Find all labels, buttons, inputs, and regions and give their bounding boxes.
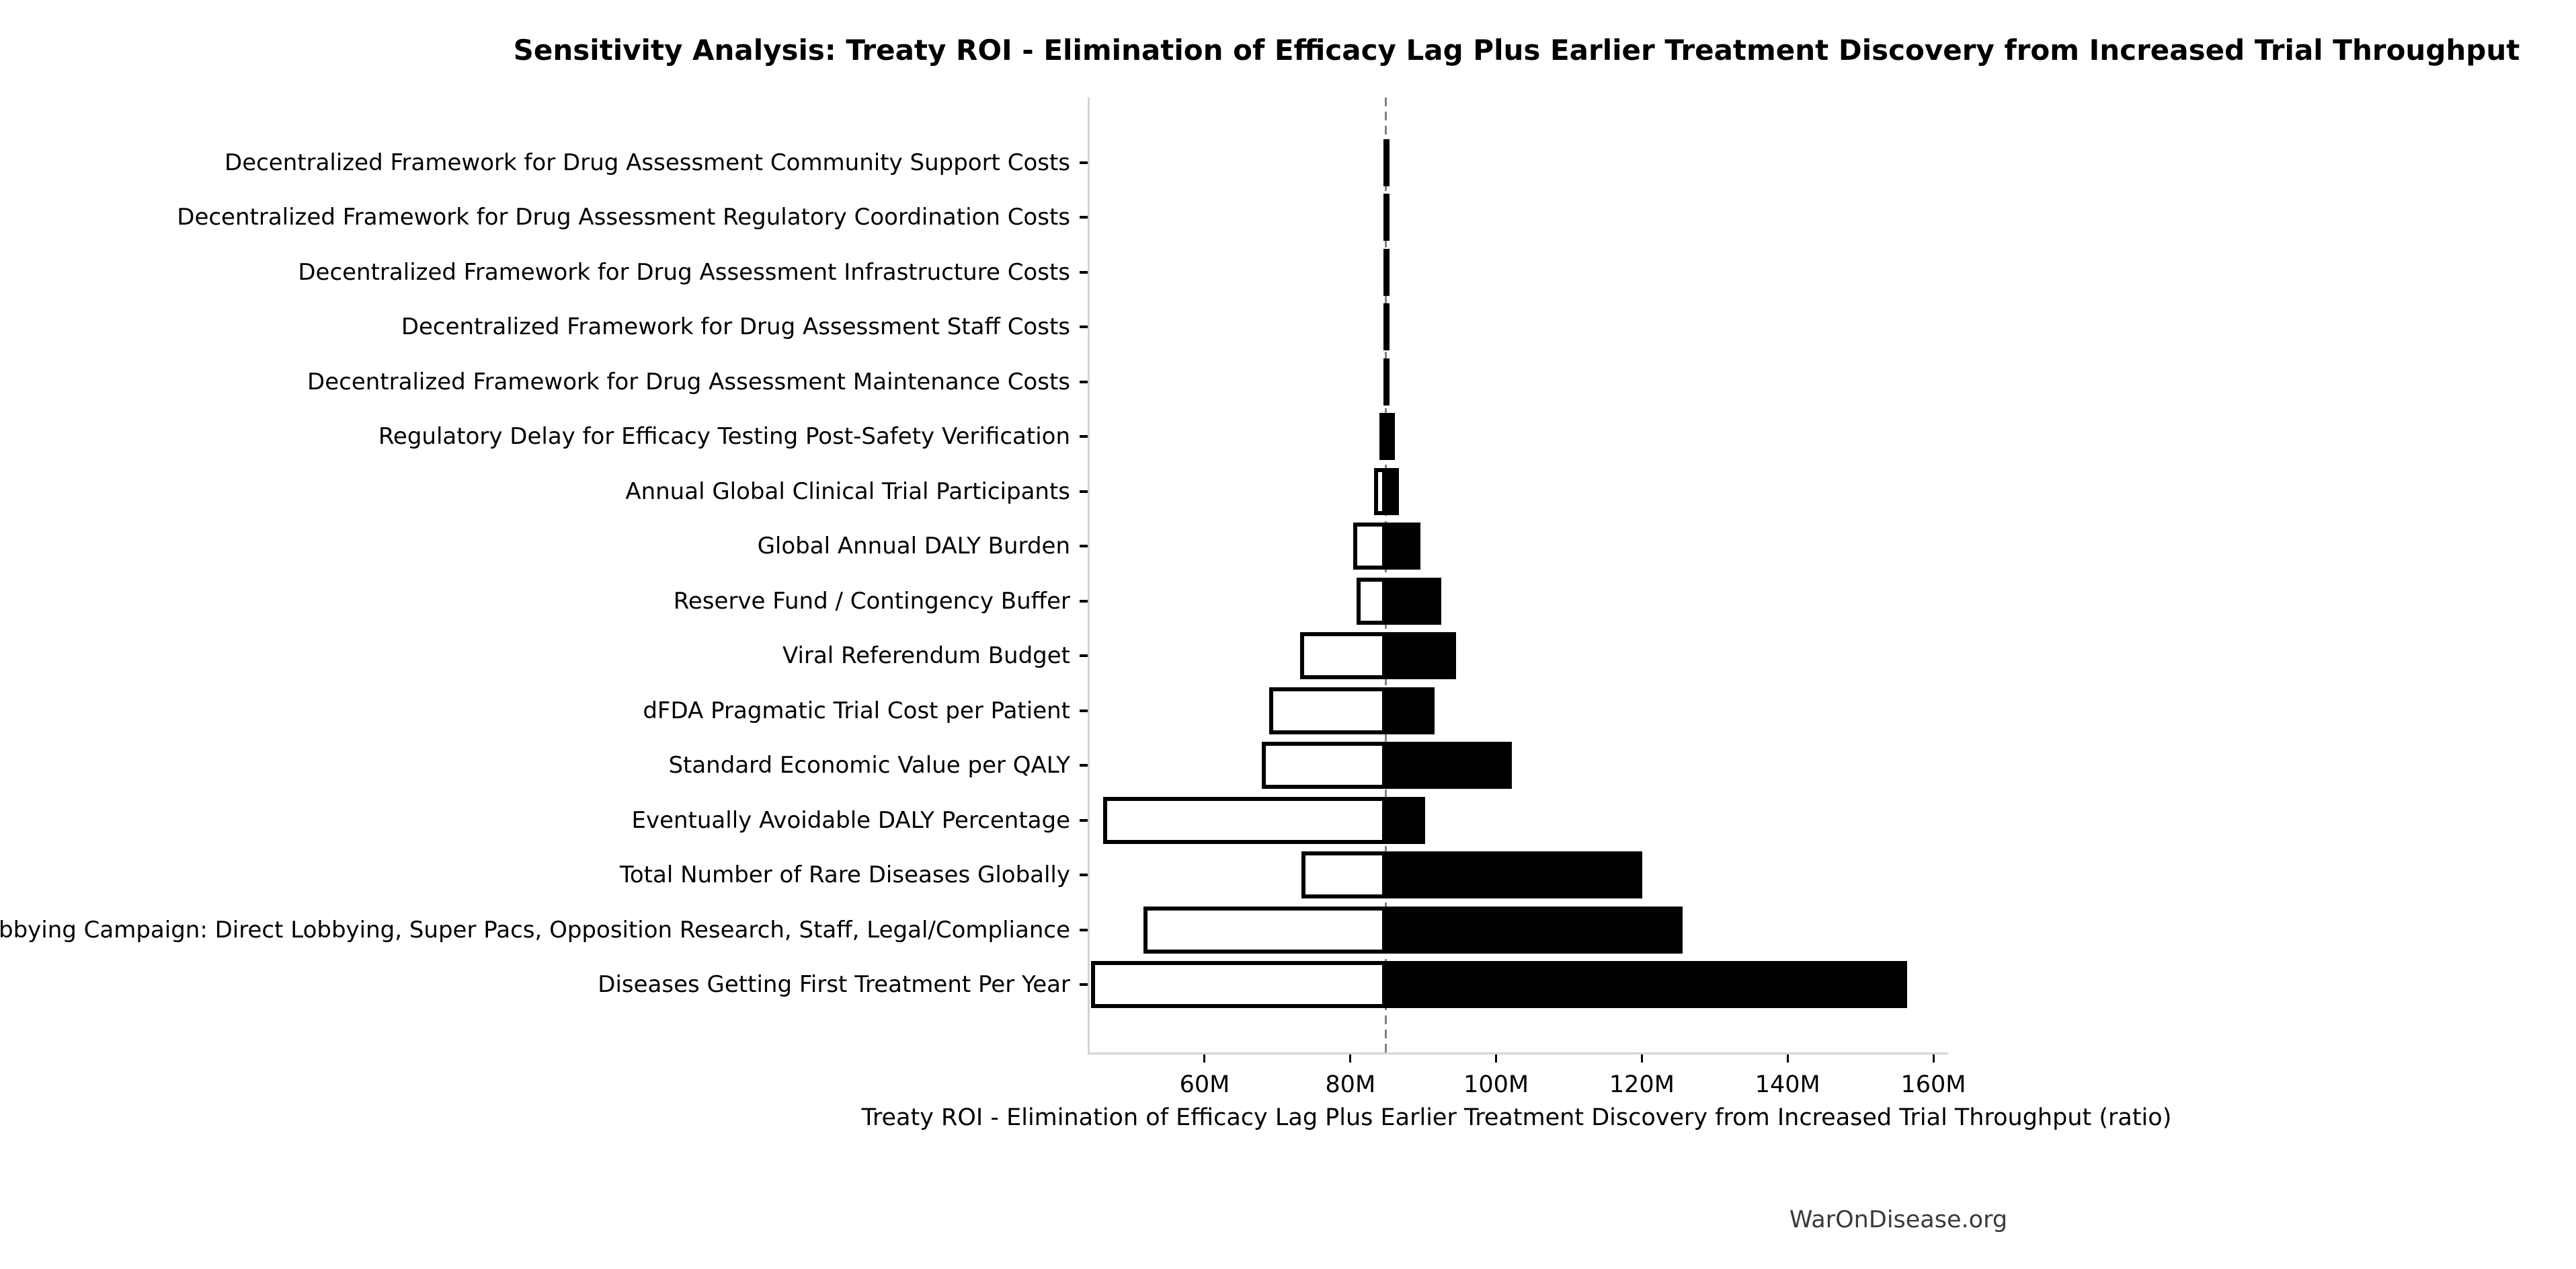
bar-high-1 [1383, 194, 1390, 241]
y-label-10: dFDA Pragmatic Trial Cost per Patient [643, 697, 1070, 724]
y-tick-2 [1080, 270, 1088, 274]
bar-high-15 [1385, 961, 1907, 1009]
bar-high-8 [1385, 577, 1442, 625]
x-tick-label-80M: 80M [1325, 1071, 1376, 1098]
y-label-5: Regulatory Delay for Efficacy Testing Po… [378, 423, 1070, 451]
y-label-4: Decentralized Framework for Drug Assessm… [307, 368, 1070, 395]
bar-low-8 [1357, 577, 1386, 625]
bar-low-6 [1374, 467, 1386, 515]
x-axis-title: Treaty ROI - Elimination of Efficacy Lag… [861, 1104, 2172, 1131]
chart-title: Sensitivity Analysis: Treaty ROI - Elimi… [513, 34, 2520, 67]
y-tick-7 [1080, 545, 1088, 548]
y-tick-5 [1080, 435, 1088, 438]
y-tick-15 [1080, 983, 1088, 987]
y-tick-13 [1080, 874, 1088, 877]
y-label-9: Viral Referendum Budget [782, 642, 1070, 670]
bar-high-14 [1385, 906, 1683, 954]
bar-low-9 [1299, 632, 1386, 680]
y-label-11: Standard Economic Value per QALY [668, 752, 1070, 779]
y-label-6: Annual Global Clinical Trial Participant… [625, 477, 1070, 505]
bar-high-11 [1385, 742, 1513, 790]
y-label-14: Political Lobbying Campaign: Direct Lobb… [0, 916, 1070, 944]
y-label-0: Decentralized Framework for Drug Assessm… [225, 149, 1070, 176]
y-tick-6 [1080, 490, 1088, 493]
bar-high-6 [1385, 467, 1400, 515]
x-tick-label-100M: 100M [1463, 1071, 1529, 1098]
bar-low-5 [1379, 413, 1387, 461]
x-tick-label-160M: 160M [1900, 1071, 1966, 1098]
y-label-12: Eventually Avoidable DALY Percentage [631, 806, 1070, 834]
bar-low-10 [1269, 687, 1386, 734]
bar-high-10 [1385, 687, 1435, 734]
y-tick-10 [1080, 709, 1088, 712]
bar-high-4 [1383, 358, 1390, 406]
bar-low-12 [1103, 796, 1386, 844]
bar-high-13 [1385, 851, 1643, 899]
y-label-3: Decentralized Framework for Drug Assessm… [401, 313, 1070, 341]
y-label-2: Decentralized Framework for Drug Assessm… [298, 258, 1070, 286]
y-label-7: Global Annual DALY Burden [757, 533, 1070, 560]
y-tick-11 [1080, 764, 1088, 767]
y-label-13: Total Number of Rare Diseases Globally [619, 861, 1070, 889]
x-tick-label-120M: 120M [1609, 1071, 1675, 1098]
x-tick-label-140M: 140M [1755, 1071, 1820, 1098]
bar-high-0 [1383, 139, 1390, 186]
x-tick-140M [1786, 1054, 1789, 1063]
x-tick-80M [1349, 1054, 1352, 1063]
bar-high-2 [1383, 248, 1390, 296]
bar-high-3 [1383, 303, 1390, 351]
y-tick-4 [1080, 380, 1088, 383]
bar-high-9 [1385, 632, 1456, 680]
bar-high-12 [1385, 796, 1426, 844]
footer-watermark: WarOnDisease.org [1789, 1206, 2008, 1233]
bar-low-11 [1262, 742, 1386, 790]
x-tick-160M [1932, 1054, 1935, 1063]
y-label-8: Reserve Fund / Contingency Buffer [673, 587, 1070, 615]
y-tick-8 [1080, 599, 1088, 603]
x-tick-100M [1495, 1054, 1498, 1063]
x-tick-120M [1640, 1054, 1643, 1063]
x-tick-label-60M: 60M [1179, 1071, 1230, 1098]
bar-low-7 [1353, 523, 1386, 570]
y-tick-1 [1080, 216, 1088, 219]
y-label-15: Diseases Getting First Treatment Per Yea… [598, 971, 1070, 999]
bar-low-13 [1301, 851, 1386, 899]
y-tick-14 [1080, 928, 1088, 931]
y-label-1: Decentralized Framework for Drug Assessm… [177, 204, 1070, 231]
y-tick-3 [1080, 325, 1088, 329]
y-tick-12 [1080, 818, 1088, 822]
baseline-dashed-line [1385, 98, 1387, 1052]
y-tick-0 [1080, 161, 1088, 164]
bar-low-15 [1090, 961, 1386, 1009]
y-tick-9 [1080, 654, 1088, 658]
plot-area [1088, 98, 1948, 1054]
bar-high-5 [1385, 413, 1395, 461]
bar-low-14 [1143, 906, 1386, 954]
x-tick-60M [1203, 1054, 1206, 1063]
bar-high-7 [1385, 523, 1420, 570]
